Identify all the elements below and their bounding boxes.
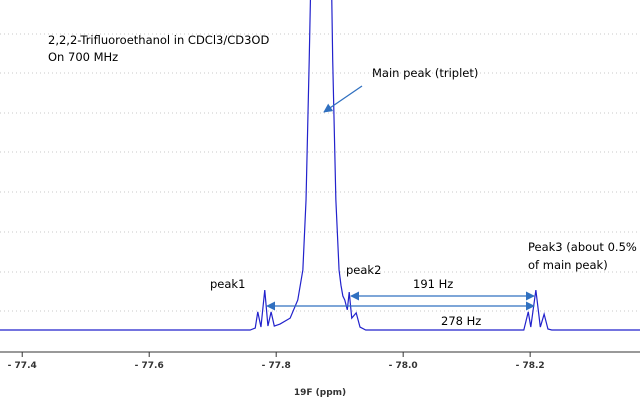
annotation: On 700 MHz [48,50,118,64]
x-axis-label: 19F (ppm) [294,388,346,398]
x-tick-label: - 77.4 [8,361,37,371]
x-tick-label: - 78.2 [516,361,545,371]
arrows [266,85,535,311]
annotation: Main peak (triplet) [372,66,478,80]
annotation: of main peak) [528,258,608,272]
annotation: 278 Hz [441,314,481,328]
plot [0,0,640,331]
annotation: peak2 [346,263,381,277]
x-tick-label: - 77.8 [262,361,291,371]
annotation: peak1 [210,277,245,291]
grid [0,33,640,312]
annotation: Peak3 (about 0.5% [528,240,637,254]
x-tick-label: - 77.6 [135,361,164,371]
annotation: 191 Hz [413,277,453,291]
spectrum-line [0,0,640,331]
annotation: 2,2,2-Trifluoroethanol in CDCl3/CD3OD [48,33,269,47]
x-tick-label: - 78.0 [389,361,418,371]
